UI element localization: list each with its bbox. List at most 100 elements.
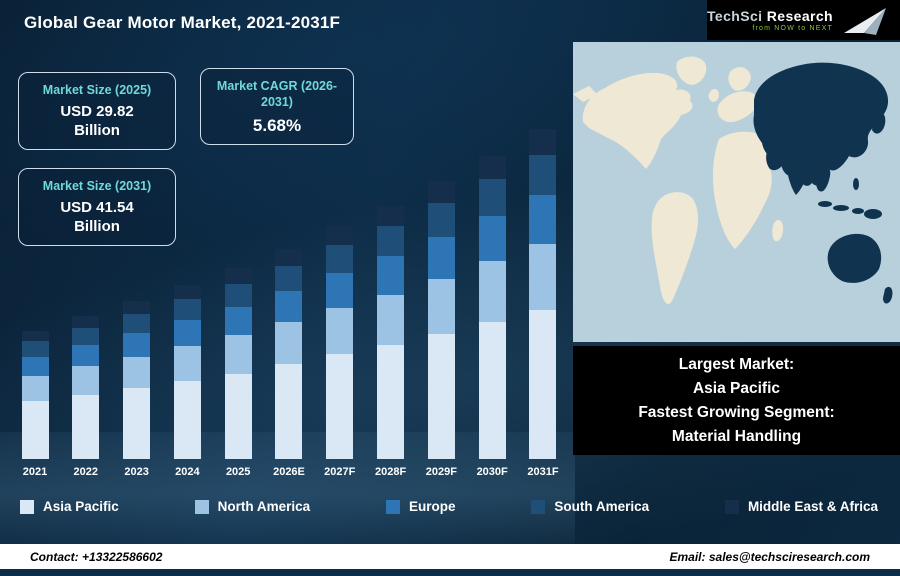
bar-segment-europe <box>224 306 252 336</box>
bar-segment-middle-east-africa <box>21 330 49 342</box>
continent-north-america <box>582 72 693 169</box>
bar-segment-asia-pacific <box>275 364 303 459</box>
region-asia-highlight <box>753 62 889 186</box>
island-new-zealand-highlight <box>883 286 893 304</box>
bar-segment-south-america <box>427 203 455 237</box>
bar-segment-europe <box>326 272 354 308</box>
bar-segment-middle-east-africa <box>377 205 405 227</box>
footer-email: Email: sales@techsciresearch.com <box>670 550 871 564</box>
bar-segment-asia-pacific <box>123 388 151 459</box>
bar-stack <box>478 155 506 459</box>
bar-stack <box>123 300 151 459</box>
islands-philippines-highlight <box>853 178 859 190</box>
bar-group-2029f: 2029F <box>420 118 462 478</box>
bar-segment-europe <box>377 256 405 295</box>
islands-indonesia-highlight <box>833 205 849 211</box>
x-axis-label: 2025 <box>225 466 251 478</box>
contact-number: +13322586602 <box>82 549 163 564</box>
logo-brand-part2: Research <box>766 8 833 24</box>
contact-label: Contact: <box>30 549 79 564</box>
logo-arrow-icon <box>844 8 886 35</box>
bar-segment-south-america <box>21 341 49 357</box>
bar-segment-south-america <box>478 179 506 216</box>
bar-group-2031f: 2031F <box>522 118 564 478</box>
legend-swatch <box>20 499 34 514</box>
bar-stack <box>224 268 252 459</box>
x-axis-label: 2026E <box>273 466 305 478</box>
legend-label: Middle East & Africa <box>747 499 878 514</box>
legend-item-europe: Europe <box>385 499 456 514</box>
bar-segment-middle-east-africa <box>326 226 354 245</box>
legend-label: South America <box>554 499 650 514</box>
bar-stack <box>275 249 303 459</box>
continent-australia-highlight <box>827 233 882 283</box>
legend-swatch <box>194 499 209 514</box>
x-axis-label: 2022 <box>73 466 99 478</box>
callout-line: Asia Pacific <box>692 379 781 397</box>
page-title: Global Gear Motor Market, 2021-2031F <box>24 13 341 32</box>
bar-segment-north-america <box>21 375 49 402</box>
bar-group-2022: 2022 <box>65 118 107 478</box>
x-axis-label: 2031F <box>527 466 559 478</box>
stat-label: Market CAGR (2026-2031) <box>216 79 338 109</box>
stat-card-market-size-2031: Market Size (2031) USD 41.54 Billion <box>18 168 176 246</box>
x-axis-label: 2024 <box>175 466 200 478</box>
legend-item-asia-pacific: Asia Pacific <box>20 499 119 514</box>
bar-stack <box>377 205 405 459</box>
bar-segment-asia-pacific <box>427 334 455 459</box>
bar-segment-north-america <box>173 346 201 381</box>
island-japan-highlight <box>872 112 886 134</box>
stat-value: USD 41.54 <box>60 199 134 216</box>
bar-group-2024: 2024 <box>166 118 208 478</box>
bar-segment-asia-pacific <box>377 345 405 459</box>
callout-line: Material Handling <box>671 427 802 445</box>
bar-segment-asia-pacific <box>326 354 354 459</box>
bar-segment-south-america <box>326 244 354 273</box>
bar-segment-south-america <box>72 327 100 345</box>
bar-group-2025: 2025 <box>217 118 259 478</box>
market-highlight-box: Largest Market: Asia Pacific Fastest Gro… <box>573 346 900 455</box>
bar-segment-north-america <box>427 278 455 334</box>
stat-card-market-size-2025: Market Size (2025) USD 29.82 Billion <box>18 72 176 150</box>
x-axis-label: 2028F <box>374 466 407 478</box>
continent-africa <box>712 131 773 249</box>
bar-segment-middle-east-africa <box>224 268 252 284</box>
legend-label: Europe <box>408 499 456 514</box>
bar-segment-middle-east-africa <box>478 155 506 180</box>
world-map <box>573 42 900 342</box>
bar-group-2028f: 2028F <box>370 118 412 478</box>
legend-label: Asia Pacific <box>43 499 119 514</box>
x-axis-label: 2023 <box>124 466 149 478</box>
legend-swatch <box>531 499 546 514</box>
x-axis-label: 2030F <box>476 466 508 478</box>
region-alaska <box>573 86 598 102</box>
bar-segment-middle-east-africa <box>72 316 100 328</box>
x-axis-label: 2027F <box>324 466 356 478</box>
bar-segment-north-america <box>123 356 151 388</box>
legend-item-north-america: North America <box>194 499 310 514</box>
stat-value: USD 29.82 <box>60 103 134 120</box>
bar-segment-middle-east-africa <box>427 180 455 204</box>
footer-strip <box>0 569 900 576</box>
bar-segment-europe <box>123 332 151 357</box>
bar-segment-europe <box>21 356 49 376</box>
bar-segment-south-america <box>173 299 201 320</box>
continent-south-america <box>651 192 699 305</box>
footer: Contact: +13322586602 Email: sales@techs… <box>0 544 900 576</box>
bar-stack <box>72 316 100 459</box>
stat-label: Market Size (2031) <box>42 179 152 193</box>
bar-segment-europe <box>427 236 455 279</box>
bar-segment-asia-pacific <box>529 310 557 459</box>
stat-label: Market Size (2025) <box>42 83 152 97</box>
stat-unit: Billion <box>74 218 120 235</box>
footer-bar: Contact: +13322586602 Email: sales@techs… <box>0 544 900 569</box>
region-arabia-highlight <box>766 146 787 171</box>
bar-stack <box>21 330 49 459</box>
bar-segment-north-america <box>224 335 252 374</box>
chart-legend: Asia Pacific North America Europe South Ame… <box>20 499 878 514</box>
bar-segment-south-america <box>377 226 405 257</box>
bar-segment-asia-pacific <box>173 380 201 459</box>
bar-segment-asia-pacific <box>21 401 49 459</box>
email-address: sales@techsciresearch.com <box>708 549 870 564</box>
region-europe <box>717 91 758 123</box>
